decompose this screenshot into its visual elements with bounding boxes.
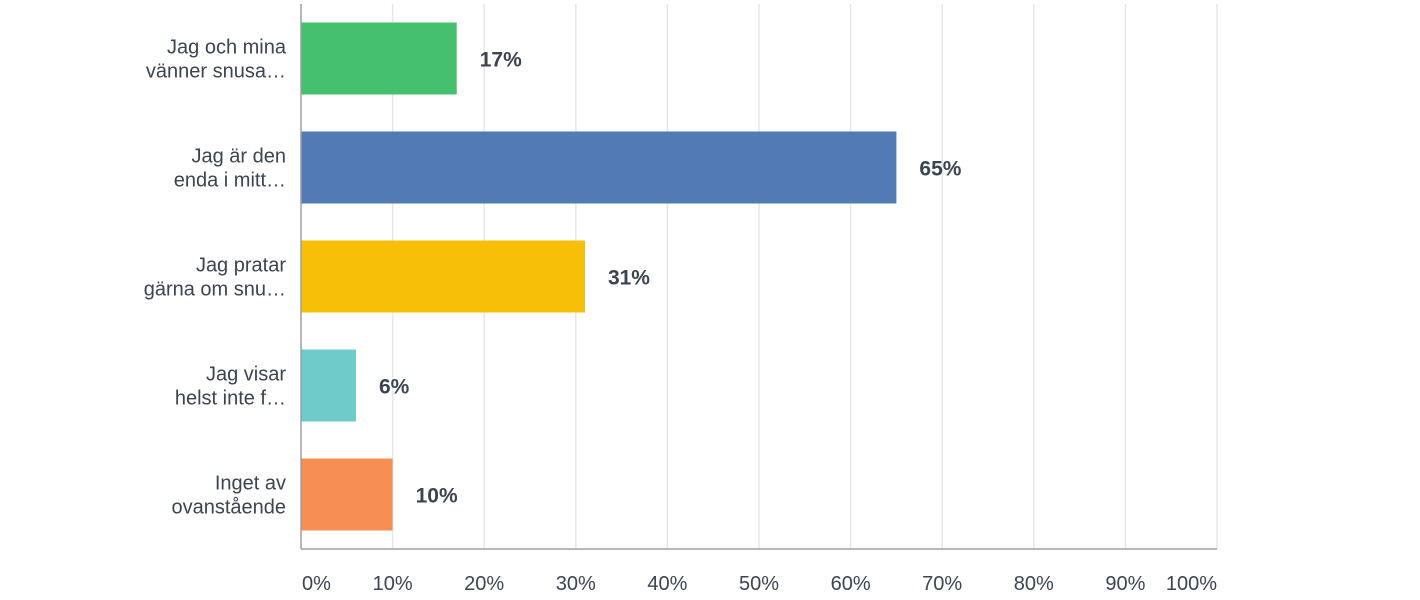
category-label-1-1: Jag och mina bbox=[167, 37, 287, 59]
value-label-4: 6% bbox=[379, 376, 410, 399]
category-label-3-2: gärna om snu… bbox=[144, 279, 286, 301]
bars bbox=[301, 22, 897, 531]
bar-4 bbox=[301, 349, 356, 422]
grid-lines bbox=[391, 4, 1218, 549]
x-tick-label-50: 50% bbox=[739, 573, 779, 595]
x-tick-label-10: 10% bbox=[373, 573, 413, 595]
category-label-5-1: Inget av bbox=[215, 473, 286, 495]
bar-1 bbox=[301, 22, 457, 95]
x-tick-label-60: 60% bbox=[831, 573, 871, 595]
x-tick-label-40: 40% bbox=[647, 573, 687, 595]
x-tick-label-80: 80% bbox=[1014, 573, 1054, 595]
bar-3 bbox=[301, 240, 585, 313]
value-label-5: 10% bbox=[416, 485, 458, 508]
value-label-1: 17% bbox=[480, 49, 522, 72]
value-label-2: 65% bbox=[919, 158, 961, 181]
category-label-4-1: Jag visar bbox=[206, 364, 286, 386]
x-tick-label-70: 70% bbox=[922, 573, 962, 595]
category-label-2-1: Jag är den bbox=[191, 146, 286, 168]
category-label-1-2: vänner snusa… bbox=[146, 61, 286, 83]
x-tick-label-0: 0% bbox=[302, 573, 331, 595]
category-label-5-2: ovanstående bbox=[171, 497, 286, 519]
category-label-2-2: enda i mitt… bbox=[174, 170, 286, 192]
value-label-3: 31% bbox=[608, 267, 650, 290]
x-tick-label-20: 20% bbox=[464, 573, 504, 595]
x-tick-label-100: 100% bbox=[1166, 573, 1217, 595]
axes bbox=[300, 4, 1217, 550]
category-label-4-2: helst inte f… bbox=[175, 388, 286, 410]
category-label-3-1: Jag pratar bbox=[196, 255, 286, 277]
x-tick-label-30: 30% bbox=[556, 573, 596, 595]
bar-2 bbox=[301, 131, 897, 204]
x-tick-label-90: 90% bbox=[1105, 573, 1145, 595]
bar-5 bbox=[301, 458, 393, 531]
